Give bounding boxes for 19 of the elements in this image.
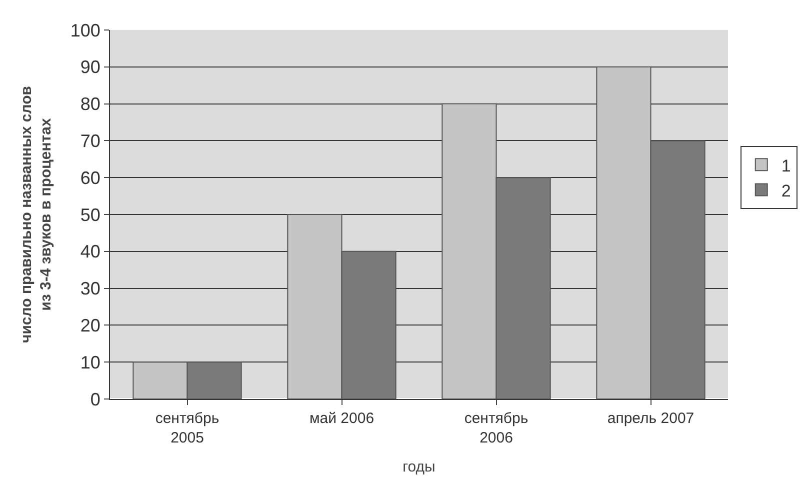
y-tick-label: 10 (80, 352, 100, 372)
x-tick-label: май 2006 (309, 410, 374, 427)
x-axis-title: годы (402, 458, 436, 476)
y-tick-label: 30 (80, 278, 100, 299)
legend-label: 1 (781, 156, 791, 176)
y-tick-label: 60 (80, 168, 100, 188)
y-tick-label: 70 (80, 131, 100, 151)
y-tick-label: 80 (80, 94, 100, 114)
y-tick-label: 40 (80, 242, 100, 262)
y-tick-label: 90 (80, 57, 100, 78)
y-tick-label: 50 (80, 204, 100, 225)
y-axis-title: число правильно названных слов из 3-4 звуков в процентах (18, 86, 55, 343)
x-tick-label: апрель 2007 (607, 410, 694, 427)
y-tick-label: 0 (90, 389, 100, 410)
legend-label: 2 (781, 181, 791, 200)
x-tick-label: сентябрь 2005 (155, 410, 220, 446)
y-tick-label: 100 (70, 20, 100, 40)
x-tick-label: сентябрь 2006 (464, 410, 528, 446)
y-tick-label: 20 (80, 316, 100, 336)
